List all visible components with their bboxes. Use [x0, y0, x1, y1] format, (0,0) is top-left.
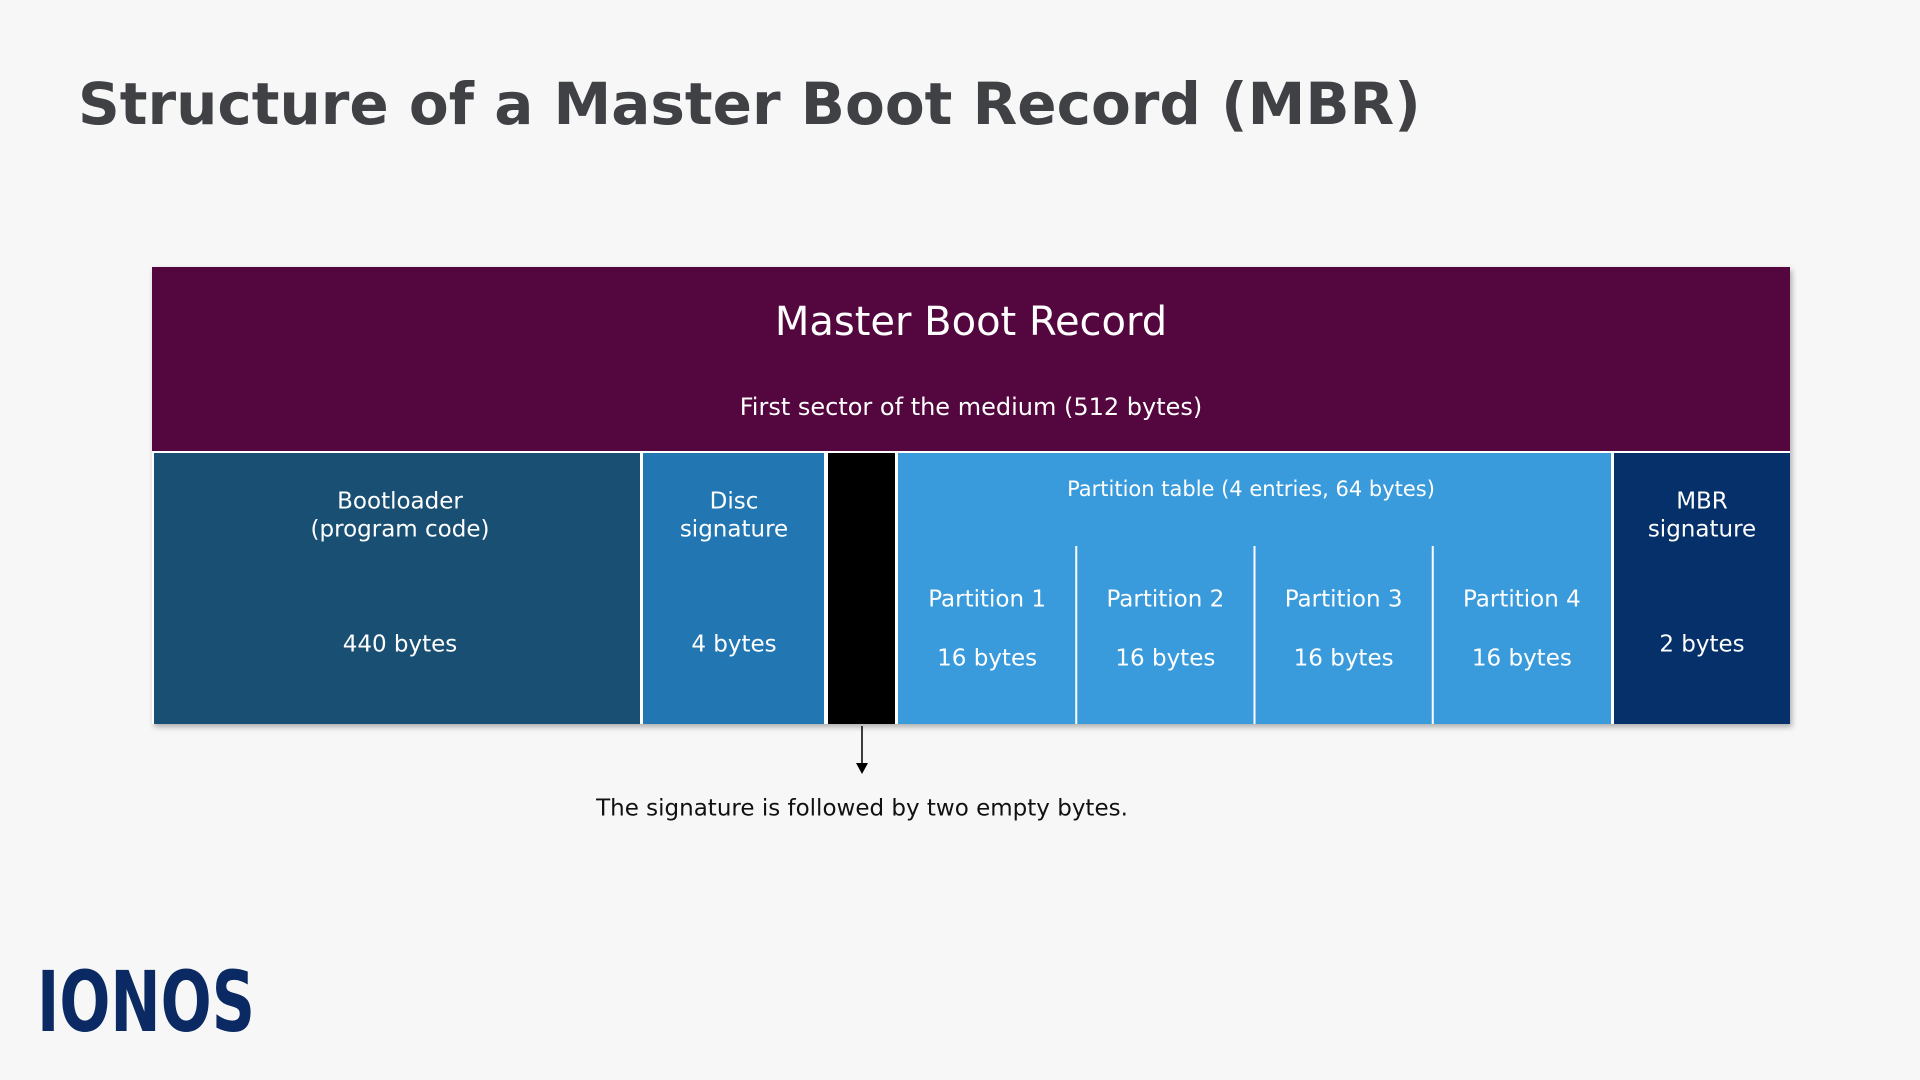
record-title: Master Boot Record [775, 299, 1167, 345]
record-header [152, 267, 1790, 451]
note: The signature is followed by two empty b… [595, 796, 1128, 822]
field-label: (program code) [311, 517, 490, 543]
field-label: signature [680, 517, 788, 543]
partition-label: Partition 4 [1463, 587, 1581, 613]
arrow-head [856, 763, 868, 774]
partition-label: Partition 3 [1285, 587, 1403, 613]
partition-size: 16 bytes [1294, 646, 1394, 672]
partition-table-label: Partition table (4 entries, 64 bytes) [1067, 477, 1435, 501]
field-size: 440 bytes [343, 632, 458, 658]
partitions: Partition 1 16 bytes Partition 2 16 bytes Pa… [928, 546, 1581, 724]
partition-size: 16 bytes [1115, 646, 1215, 672]
partition-label: Partition 2 [1106, 587, 1224, 613]
mbr-signature-cell [1614, 453, 1790, 724]
logo: IONOS [37, 953, 255, 1051]
empty-bytes-cell [828, 453, 895, 724]
partition-size: 16 bytes [1472, 646, 1572, 672]
field-label: Disc [710, 489, 759, 515]
record-subtitle: First sector of the medium (512 bytes) [740, 393, 1203, 421]
partition-label: Partition 1 [928, 587, 1046, 613]
field-size: 2 bytes [1659, 632, 1744, 658]
field-label: MBR [1676, 489, 1728, 515]
field-label: Bootloader [337, 489, 463, 515]
bootloader-cell [154, 453, 640, 724]
field-size: 4 bytes [691, 632, 776, 658]
partition-size: 16 bytes [937, 646, 1037, 672]
field-label: signature [1648, 517, 1756, 543]
page-title: Structure of a Master Boot Record (MBR) [78, 70, 1421, 138]
disc-signature-cell [643, 453, 824, 724]
